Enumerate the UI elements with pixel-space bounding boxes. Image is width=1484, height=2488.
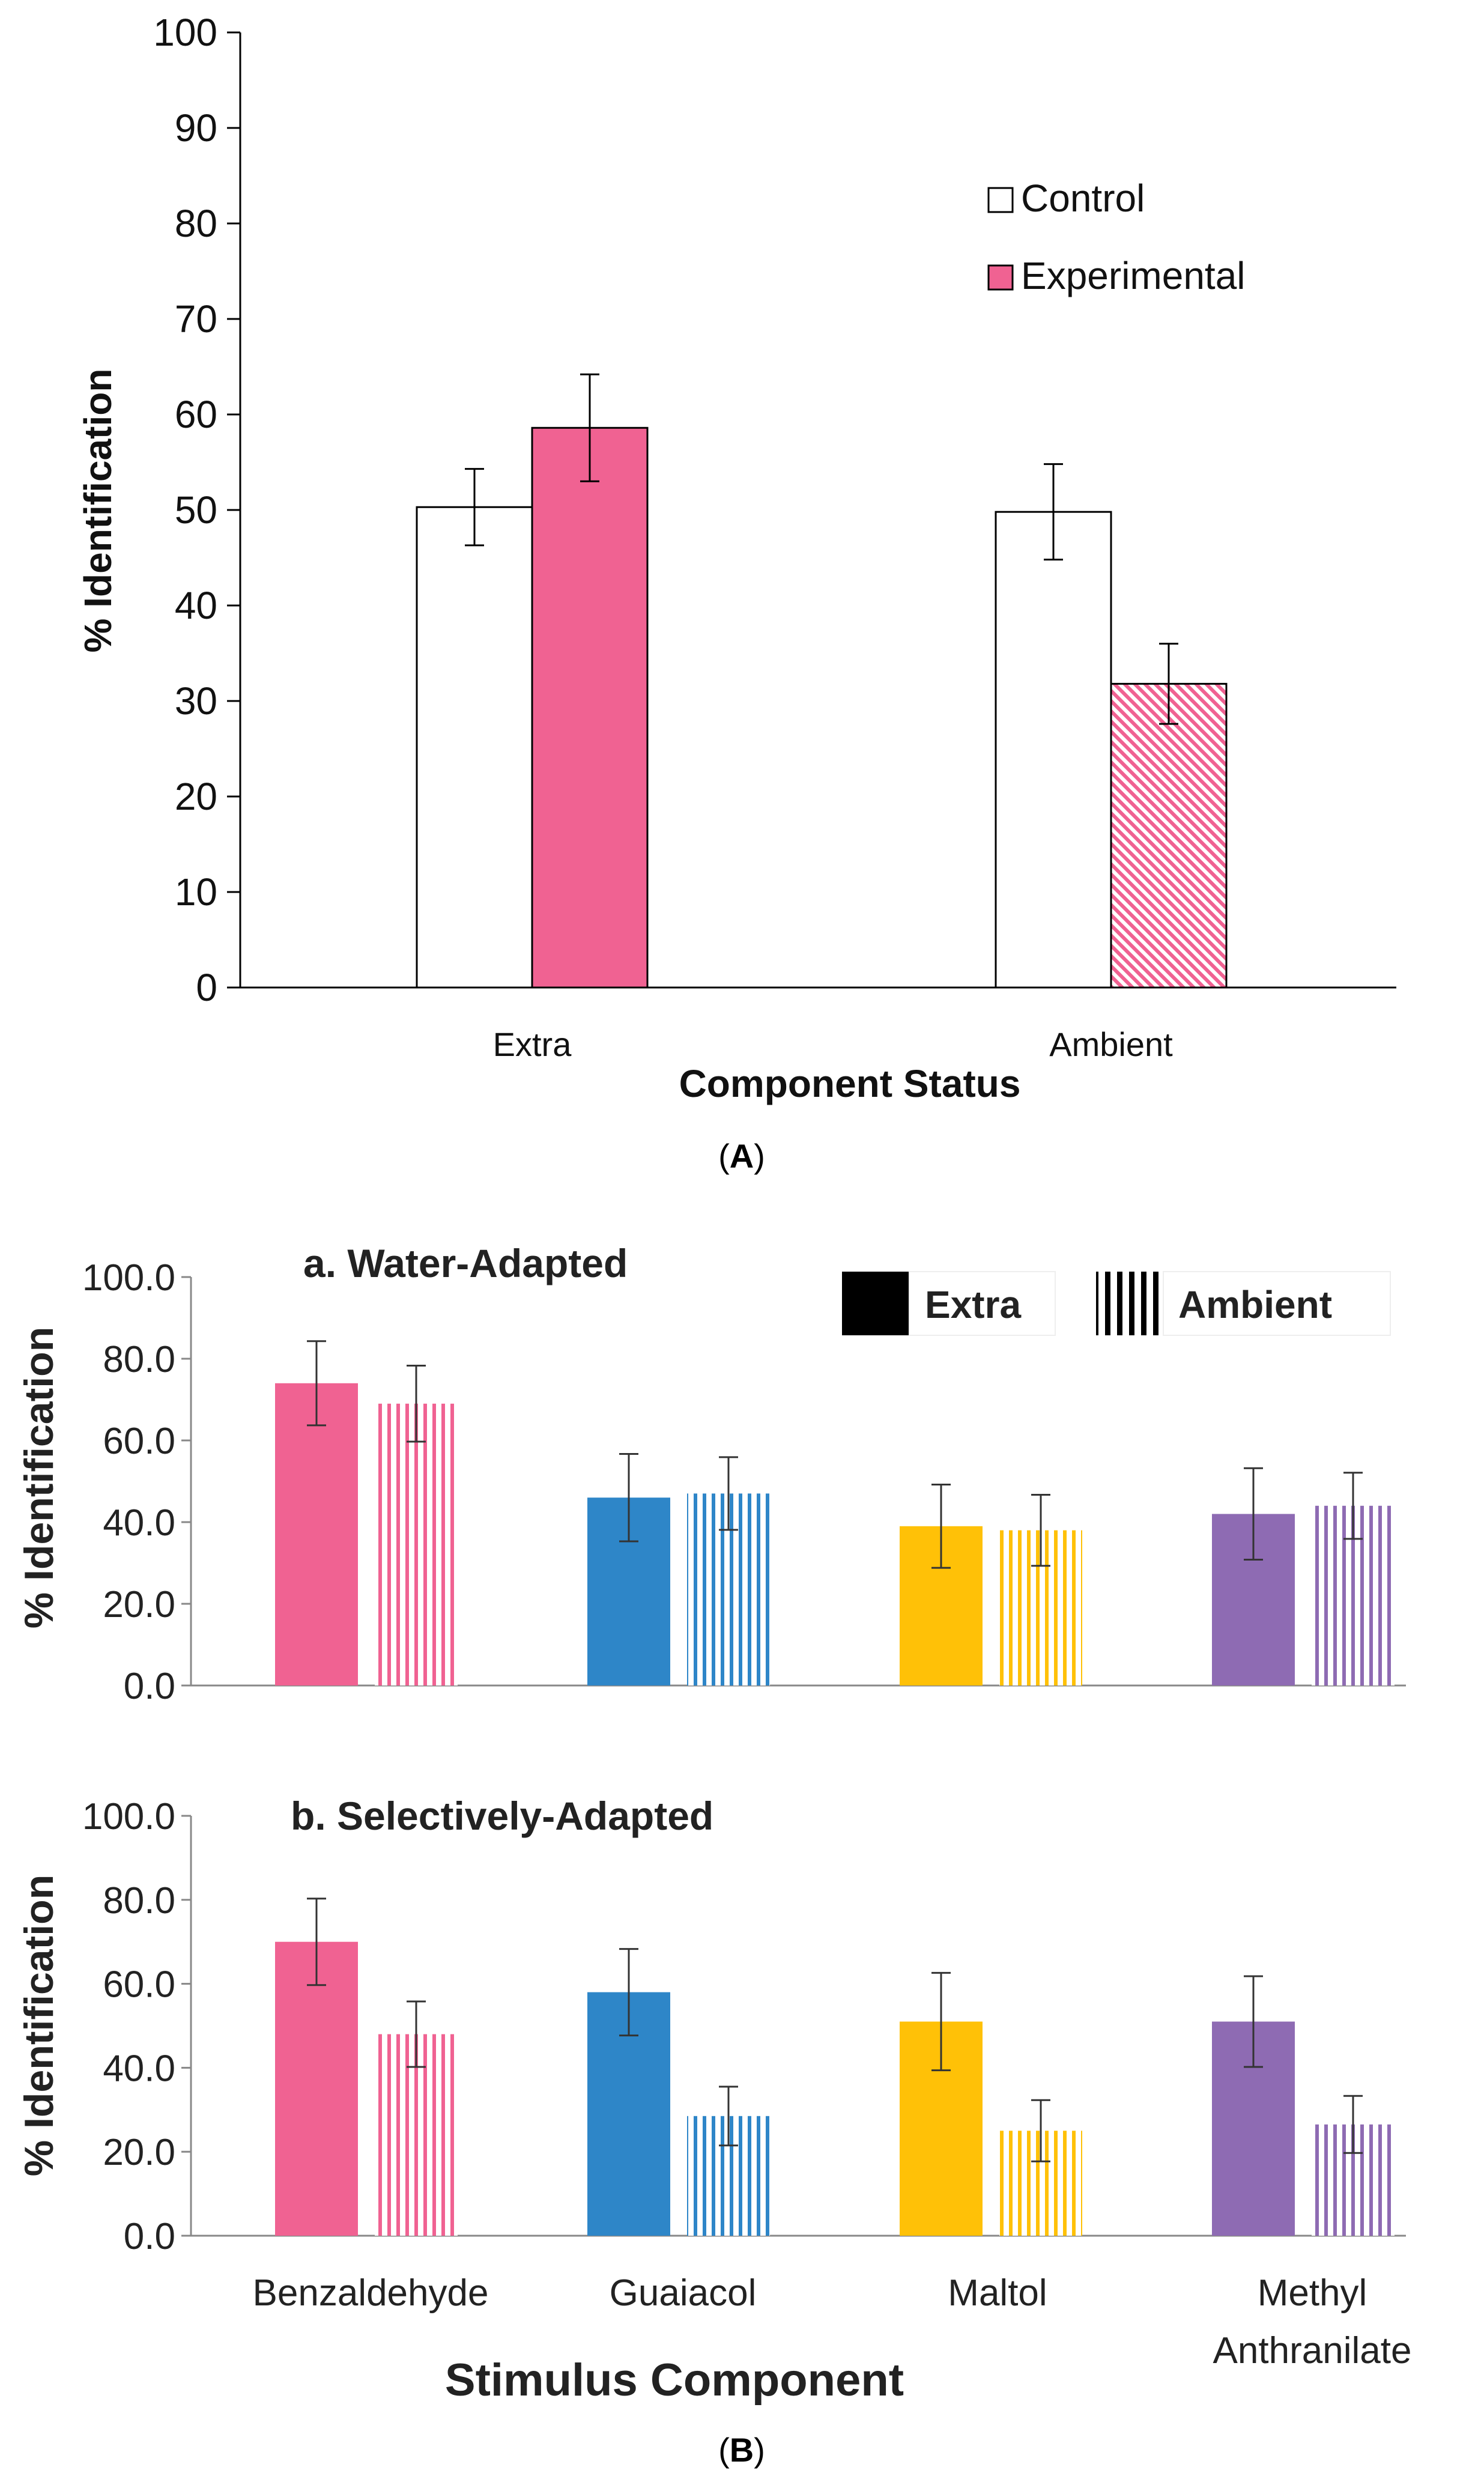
legend-label: Control — [1021, 177, 1145, 220]
bar — [375, 1403, 458, 1685]
panel-label-a: (A) — [718, 1137, 765, 1175]
x-tick-label: Extra — [493, 1025, 572, 1063]
panel-label-a-letter: A — [730, 1137, 754, 1175]
y-tick-label: 30 — [175, 679, 217, 723]
x-axis-label: Stimulus Component — [445, 2355, 904, 2406]
y-tick-label: 80.0 — [103, 1339, 175, 1380]
bar — [275, 1941, 358, 2236]
legend-swatch-extra — [842, 1272, 909, 1335]
bar — [416, 506, 533, 989]
y-tick-label: 100.0 — [82, 1257, 175, 1299]
x-tick-label: Anthranilate — [1213, 2330, 1412, 2371]
bars — [416, 373, 1228, 989]
x-tick-label: Maltol — [948, 2272, 1047, 2314]
legend-label: Experimental — [1021, 254, 1246, 297]
panel-label-b-letter: B — [730, 2431, 754, 2469]
x-tick-label: Methyl — [1258, 2272, 1367, 2314]
chart-panel-b-a: 0.0 20.0 40.0 60.0 80.0 100.0 % Identificatio… — [16, 1241, 1406, 1707]
bar — [275, 1383, 358, 1685]
x-tick-label: Benzaldehyde — [253, 2272, 489, 2314]
y-tick-label: 0 — [196, 966, 217, 1009]
y-tick-labels: 0 10 20 30 40 50 60 70 80 90 100 — [153, 11, 240, 1009]
y-tick-label: 50 — [175, 488, 217, 532]
chart-panel-b-b: 0.0 20.0 40.0 60.0 80.0 100.0 Benzaldehyde Gua… — [16, 1794, 1411, 2469]
legend-box — [1163, 1271, 1391, 1336]
legend-swatch-ambient — [1096, 1272, 1163, 1335]
y-tick-label: 20.0 — [103, 1584, 175, 1625]
y-tick-label: 10 — [175, 870, 217, 914]
y-axis-label: % Identification — [16, 1327, 62, 1628]
y-tick-label: 60.0 — [103, 1421, 175, 1462]
legend-box — [909, 1271, 1056, 1336]
legend-swatch-control — [987, 187, 1014, 213]
y-tick-label: 60 — [175, 393, 217, 436]
x-axis-label: Component Status — [679, 1062, 1021, 1105]
x-tick-label: Guaiacol — [610, 2272, 757, 2314]
y-tick-label: 90 — [175, 106, 217, 150]
y-tick-label: 20.0 — [103, 2132, 175, 2173]
y-tick-label: 20 — [175, 775, 217, 818]
y-axis-label: % Identification — [76, 369, 120, 653]
y-tick-label: 40.0 — [103, 2048, 175, 2089]
y-tick-labels: 0.0 20.0 40.0 60.0 80.0 100.0 — [82, 1257, 191, 1707]
y-tick-label: 0.0 — [124, 2216, 175, 2257]
y-tick-label: 40 — [175, 584, 217, 627]
chart-title: a. Water-Adapted — [303, 1241, 628, 1285]
bars — [275, 1340, 1395, 1685]
y-tick-label: 80 — [175, 202, 217, 245]
y-tick-label: 70 — [175, 297, 217, 341]
bars — [275, 1898, 1395, 2236]
bar — [1110, 682, 1228, 989]
y-tick-label: 100.0 — [82, 1796, 175, 1837]
legend-swatch-experimental — [987, 264, 1014, 291]
legend: Control Experimental — [987, 177, 1246, 297]
x-tick-labels: Benzaldehyde Guaiacol Maltol Methyl Anthrani… — [253, 2272, 1412, 2371]
y-tick-label: 0.0 — [124, 1666, 175, 1707]
legend: Extra Ambient — [842, 1271, 1391, 1336]
chart-title: b. Selectively-Adapted — [291, 1794, 713, 1838]
bar — [531, 426, 649, 989]
y-tick-labels: 0.0 20.0 40.0 60.0 80.0 100.0 — [82, 1796, 191, 2257]
y-tick-label: 100 — [153, 11, 217, 54]
y-tick-label: 40.0 — [103, 1502, 175, 1544]
y-axis-label: % Identification — [16, 1875, 62, 2176]
legend-label: Ambient — [1178, 1283, 1332, 1326]
bar — [995, 511, 1112, 989]
legend-label: Extra — [925, 1283, 1022, 1326]
y-tick-label: 60.0 — [103, 1964, 175, 2006]
x-tick-label: Ambient — [1049, 1025, 1173, 1063]
y-tick-label: 80.0 — [103, 1880, 175, 1922]
panel-label-b: (B) — [718, 2431, 765, 2469]
